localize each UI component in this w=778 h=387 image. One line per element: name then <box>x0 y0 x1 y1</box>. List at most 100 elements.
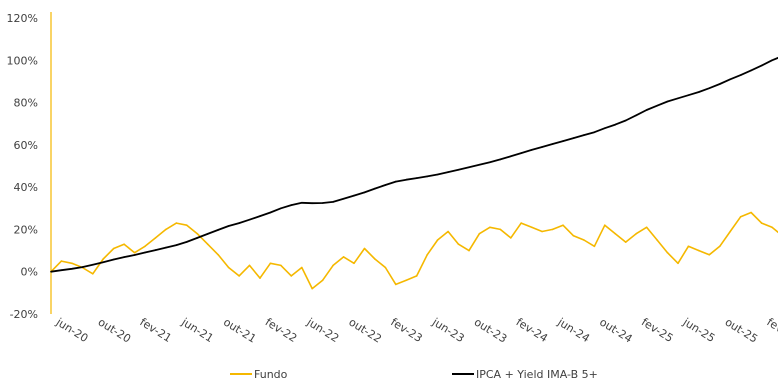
data-point <box>604 127 606 129</box>
data-point <box>321 202 324 204</box>
data-point <box>196 232 199 235</box>
data-point <box>238 275 240 277</box>
data-point <box>760 64 763 67</box>
data-point <box>677 97 679 100</box>
data-point <box>353 262 355 265</box>
data-point <box>71 268 73 270</box>
data-point <box>206 243 209 245</box>
x-tick-label: fev-22 <box>263 316 299 345</box>
data-point <box>677 262 679 265</box>
x-tick-label: out-21 <box>221 316 258 346</box>
data-point <box>426 175 429 178</box>
data-point <box>426 254 429 256</box>
data-point <box>102 261 104 264</box>
data-point <box>510 155 512 158</box>
data-point <box>112 258 115 261</box>
data-point <box>583 239 585 241</box>
data-point <box>478 163 481 166</box>
data-point <box>227 225 230 227</box>
data-point <box>196 237 199 239</box>
data-point <box>290 275 293 277</box>
y-tick-label: -20% <box>10 308 38 321</box>
data-point <box>593 131 596 133</box>
y-tick-label: 20% <box>14 223 38 236</box>
data-point <box>687 245 690 248</box>
data-point <box>719 83 721 85</box>
data-point <box>530 226 533 229</box>
y-tick-label: 120% <box>7 12 38 25</box>
x-tick-label: out-23 <box>472 316 509 346</box>
data-point <box>415 275 418 277</box>
data-point <box>144 251 146 254</box>
y-tick-label: 60% <box>14 139 38 152</box>
data-point <box>165 228 167 231</box>
x-tick-label: fev-25 <box>639 316 675 345</box>
data-point <box>342 198 345 200</box>
data-point <box>447 230 449 233</box>
x-tick-label: jun-21 <box>178 315 215 345</box>
data-point <box>541 146 543 148</box>
data-point <box>572 235 575 237</box>
x-tick-label: jun-24 <box>555 315 592 345</box>
y-axis-tick-labels: -20% 0% 20% 40% 60% 80% 100% 120% <box>7 12 38 321</box>
data-point <box>489 161 491 163</box>
x-tick-label: jun-23 <box>429 315 466 345</box>
data-point <box>311 287 314 290</box>
data-point <box>562 140 564 142</box>
data-point <box>353 194 355 197</box>
data-point <box>583 134 585 136</box>
data-point <box>708 87 711 89</box>
data-point <box>227 266 230 269</box>
data-point <box>384 266 387 269</box>
data-point <box>332 264 334 267</box>
data-point <box>624 241 627 243</box>
x-tick-label: jun-25 <box>680 315 717 345</box>
data-point <box>698 91 700 93</box>
data-point <box>499 228 502 231</box>
data-point <box>457 169 460 171</box>
legend: Fundo IPCA + Yield IMA-B 5+ <box>230 368 598 381</box>
data-point <box>635 232 637 235</box>
data-point <box>551 228 554 231</box>
y-tick-label: 40% <box>14 181 38 194</box>
data-point <box>436 239 439 241</box>
data-point <box>186 224 188 226</box>
data-point <box>729 78 731 81</box>
data-point <box>165 246 167 249</box>
data-point <box>311 202 314 204</box>
data-point <box>248 264 251 267</box>
x-tick-label: jun-20 <box>53 315 90 345</box>
series-layer <box>50 56 778 290</box>
data-point <box>60 260 63 262</box>
data-point <box>395 283 397 286</box>
data-point <box>499 158 502 161</box>
data-point <box>81 266 84 268</box>
data-point <box>415 177 418 179</box>
data-point <box>384 184 387 186</box>
data-point <box>457 243 460 245</box>
data-point <box>541 230 543 233</box>
data-point <box>374 258 376 260</box>
data-point <box>750 69 752 72</box>
data-point <box>468 166 470 169</box>
data-point <box>405 178 408 181</box>
data-point <box>60 269 63 272</box>
data-point <box>478 232 481 235</box>
data-point <box>123 256 125 258</box>
data-point <box>259 277 261 279</box>
data-point <box>259 215 261 217</box>
data-point <box>729 230 731 233</box>
data-point <box>405 279 408 282</box>
data-point <box>614 232 617 235</box>
data-point <box>593 245 596 248</box>
data-point <box>489 226 491 229</box>
data-point <box>645 109 648 111</box>
data-point <box>248 218 251 221</box>
data-point <box>123 243 125 245</box>
data-point <box>321 279 324 282</box>
data-point <box>771 226 773 229</box>
x-tick-label: fev-24 <box>514 316 550 345</box>
data-point <box>144 245 146 248</box>
data-point <box>614 123 617 126</box>
